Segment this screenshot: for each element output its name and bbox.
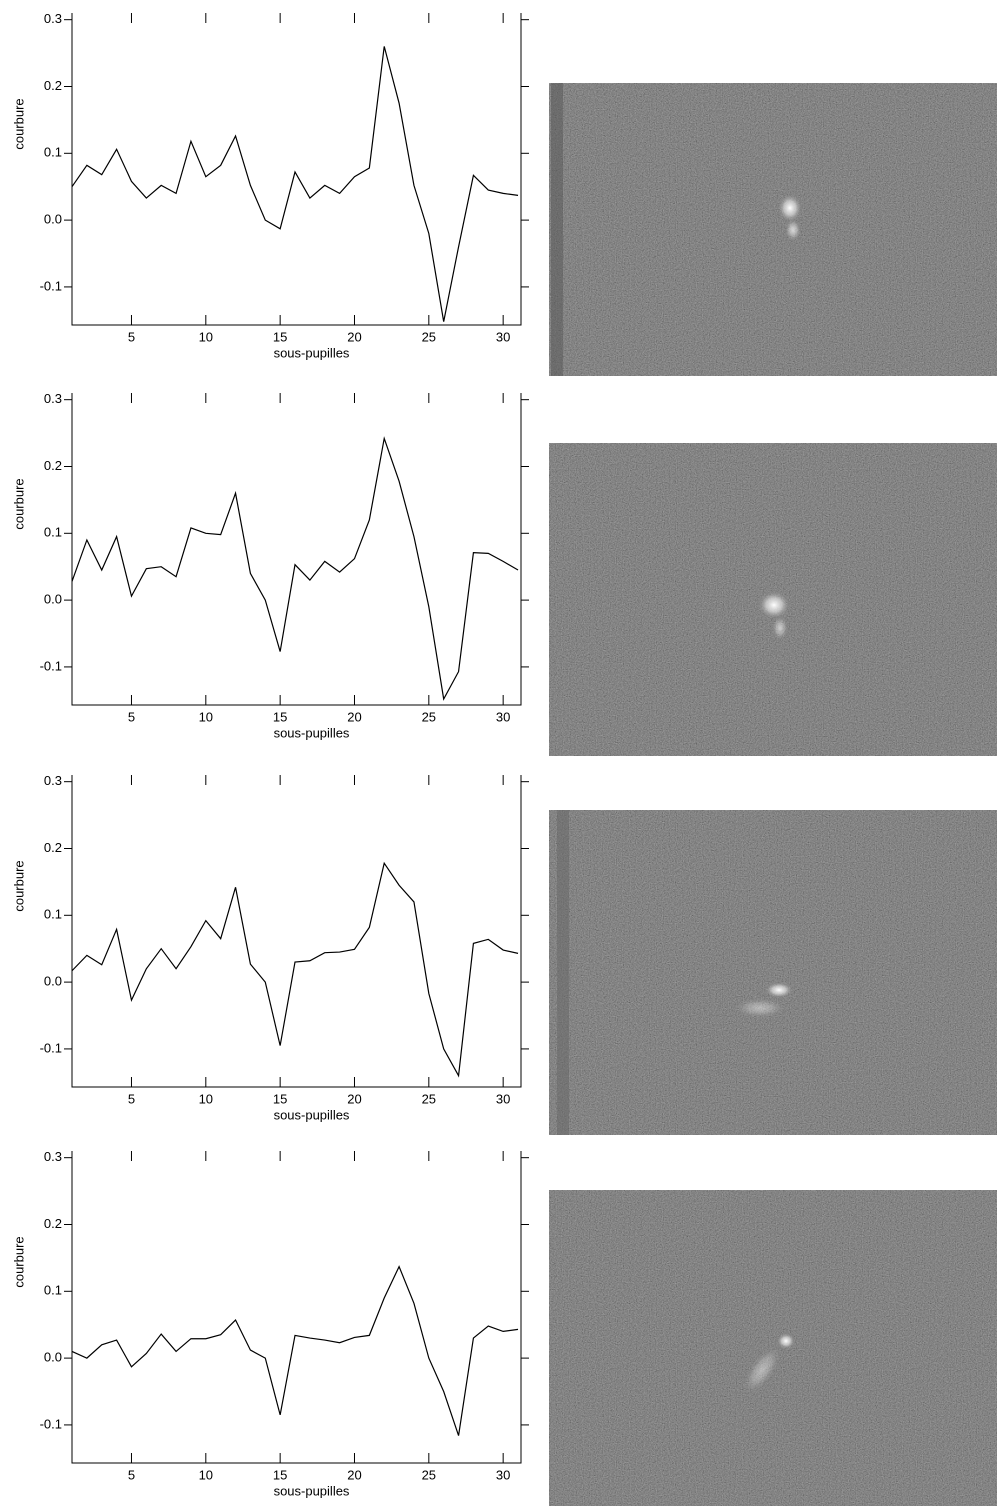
y-tick-label: 0.0 [44,592,62,607]
camera-image [549,810,997,1135]
x-axis-label: sous-pupilles [274,345,350,360]
y-tick-label: 0.1 [44,907,62,922]
axis-frame [71,1151,522,1464]
line-chart: -0.1 0.0 0.1 0.2 0.3 5 10 15 20 25 30 sous-pupilles… [11,11,529,360]
data-line [71,436,519,701]
x-tick-label: 30 [496,1467,510,1482]
x-tick-label: 20 [347,329,361,344]
x-tick-label: 10 [199,1091,213,1106]
y-axis-label: courbure [11,860,26,911]
x-axis-label: sous-pupilles [274,1107,350,1122]
axis-frame [71,393,522,706]
y-tick-label: 0.0 [44,1350,62,1365]
x-tick-label: 15 [273,1467,287,1482]
y-tick-label: 0.0 [44,212,62,227]
data-line [71,861,519,1078]
data-line [71,46,519,322]
x-tick-label: 5 [128,329,135,344]
camera-image [549,83,997,376]
data-line [71,1265,519,1436]
y-tick-label: 0.2 [44,1216,62,1231]
x-tick-label: 25 [422,329,436,344]
x-tick-label: 5 [128,1467,135,1482]
y-tick-label: 0.2 [44,840,62,855]
x-axis-label: sous-pupilles [274,725,350,740]
x-tick-label: 15 [273,1091,287,1106]
x-tick-label: 20 [347,709,361,724]
x-tick-label: 30 [496,1091,510,1106]
x-axis-label: sous-pupilles [274,1483,350,1498]
y-tick-label: 0.1 [44,145,62,160]
y-tick-label: -0.1 [40,1040,62,1055]
x-tick-label: 30 [496,329,510,344]
x-tick-label: 25 [422,709,436,724]
y-tick-label: 0.3 [44,1149,62,1164]
y-tick-label: 0.3 [44,773,62,788]
y-axis-label: courbure [11,478,26,529]
line-chart: -0.1 0.0 0.1 0.2 0.3 5 10 15 20 25 30 sous-pupilles… [11,1149,529,1498]
x-tick-label: 10 [199,1467,213,1482]
y-tick-label: 0.1 [44,525,62,540]
y-tick-label: -0.1 [40,658,62,673]
x-tick-label: 15 [273,329,287,344]
y-tick-label: 0.2 [44,78,62,93]
y-tick-label: 0.0 [44,974,62,989]
y-tick-label: -0.1 [40,1416,62,1431]
x-tick-label: 30 [496,709,510,724]
y-axis-label: courbure [11,98,26,149]
x-tick-label: 10 [199,329,213,344]
y-tick-label: 0.2 [44,458,62,473]
axis-frame [71,775,522,1088]
x-tick-label: 5 [128,709,135,724]
camera-image [549,1190,997,1506]
x-tick-label: 25 [422,1467,436,1482]
x-tick-label: 5 [128,1091,135,1106]
line-chart: -0.1 0.0 0.1 0.2 0.3 5 10 15 20 25 30 sous-pupilles… [11,391,529,740]
x-tick-label: 15 [273,709,287,724]
x-tick-label: 10 [199,709,213,724]
axis-frame [71,13,522,326]
y-tick-label: 0.3 [44,11,62,26]
y-tick-label: 0.3 [44,391,62,406]
x-tick-label: 25 [422,1091,436,1106]
y-axis-label: courbure [11,1236,26,1287]
x-tick-label: 20 [347,1091,361,1106]
line-chart: -0.1 0.0 0.1 0.2 0.3 5 10 15 20 25 30 sous-pupilles… [11,773,529,1122]
x-tick-label: 20 [347,1467,361,1482]
y-tick-label: 0.1 [44,1283,62,1298]
y-tick-label: -0.1 [40,278,62,293]
camera-image [549,443,997,756]
